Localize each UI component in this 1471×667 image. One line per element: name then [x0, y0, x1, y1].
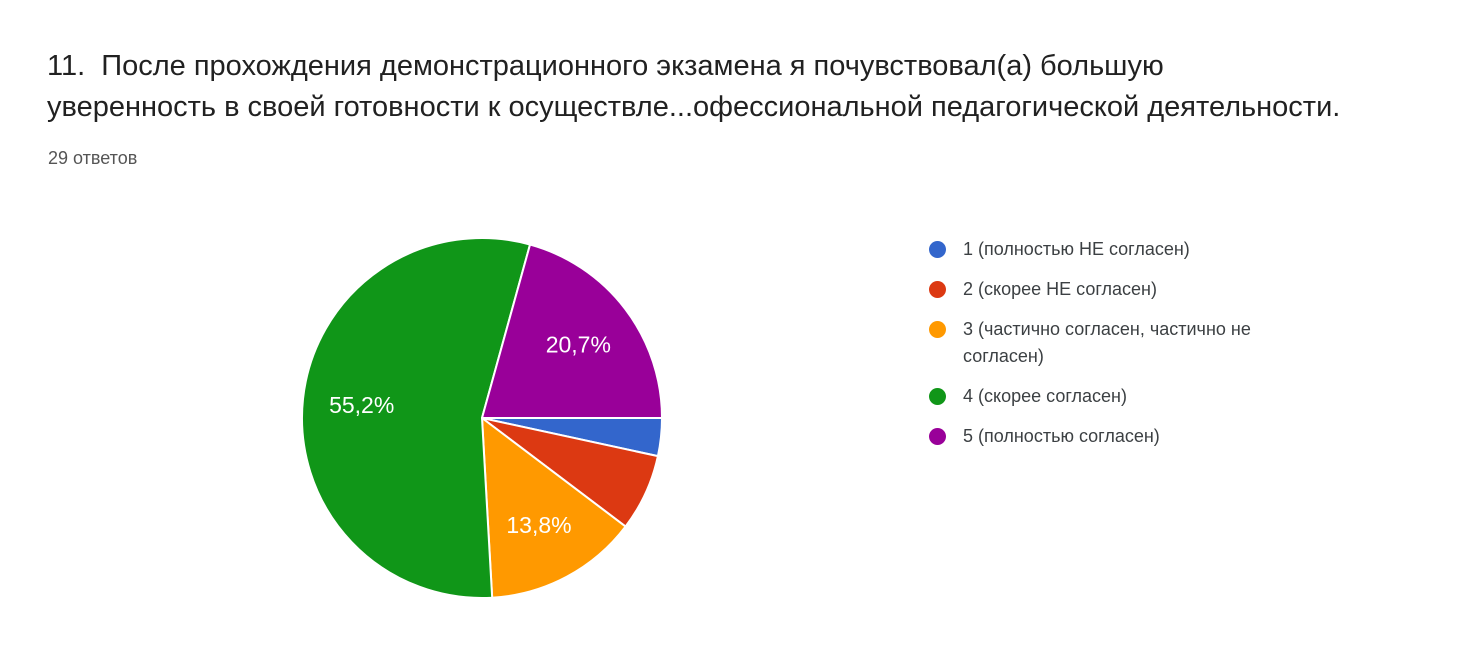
legend-item-label: 5 (полностью согласен) — [963, 426, 1160, 446]
legend-item-label: 3 (частично согласен, частично не соглас… — [963, 319, 1251, 366]
question-title: 11. После прохождения демонстрационного … — [47, 46, 1451, 128]
legend-dot-icon — [929, 388, 946, 405]
slice-percent-label: 13,8% — [506, 512, 571, 538]
pie-slice-3[interactable] — [481, 417, 627, 599]
question-title-line1: 11. После прохождения демонстрационного … — [47, 50, 1164, 82]
legend-item-4: 4 (скорее согласен) — [929, 383, 1369, 410]
pie-chart: 13,8% 55,2% 20,7% — [300, 236, 664, 600]
legend-dot-icon — [929, 428, 946, 445]
slice-percent-label: 20,7% — [546, 332, 611, 358]
legend-item-label: 4 (скорее согласен) — [963, 386, 1127, 406]
pie-chart-svg: 13,8% 55,2% 20,7% — [301, 237, 663, 599]
legend-item-3: 3 (частично согласен, частично не соглас… — [929, 316, 1369, 370]
answers-count: 29 ответов — [48, 148, 138, 168]
legend-item-2: 2 (скорее НЕ согласен) — [929, 276, 1369, 303]
question-title-line2: уверенность в своей готовности к осущест… — [47, 91, 1341, 123]
legend-dot-icon — [929, 241, 946, 258]
slice-percent-label: 55,2% — [329, 392, 394, 418]
legend-dot-icon — [929, 321, 946, 338]
pie-slice-5[interactable] — [481, 243, 663, 419]
legend-dot-icon — [929, 281, 946, 298]
legend-item-label: 2 (скорее НЕ согласен) — [963, 279, 1157, 299]
legend-item-label: 1 (полностью НЕ согласен) — [963, 239, 1190, 259]
legend-item-1: 1 (полностью НЕ согласен) — [929, 236, 1369, 263]
pie-slice-4[interactable] — [301, 237, 532, 599]
legend-item-5: 5 (полностью согласен) — [929, 423, 1369, 450]
chart-legend: 1 (полностью НЕ согласен) 2 (скорее НЕ со… — [929, 236, 1369, 463]
